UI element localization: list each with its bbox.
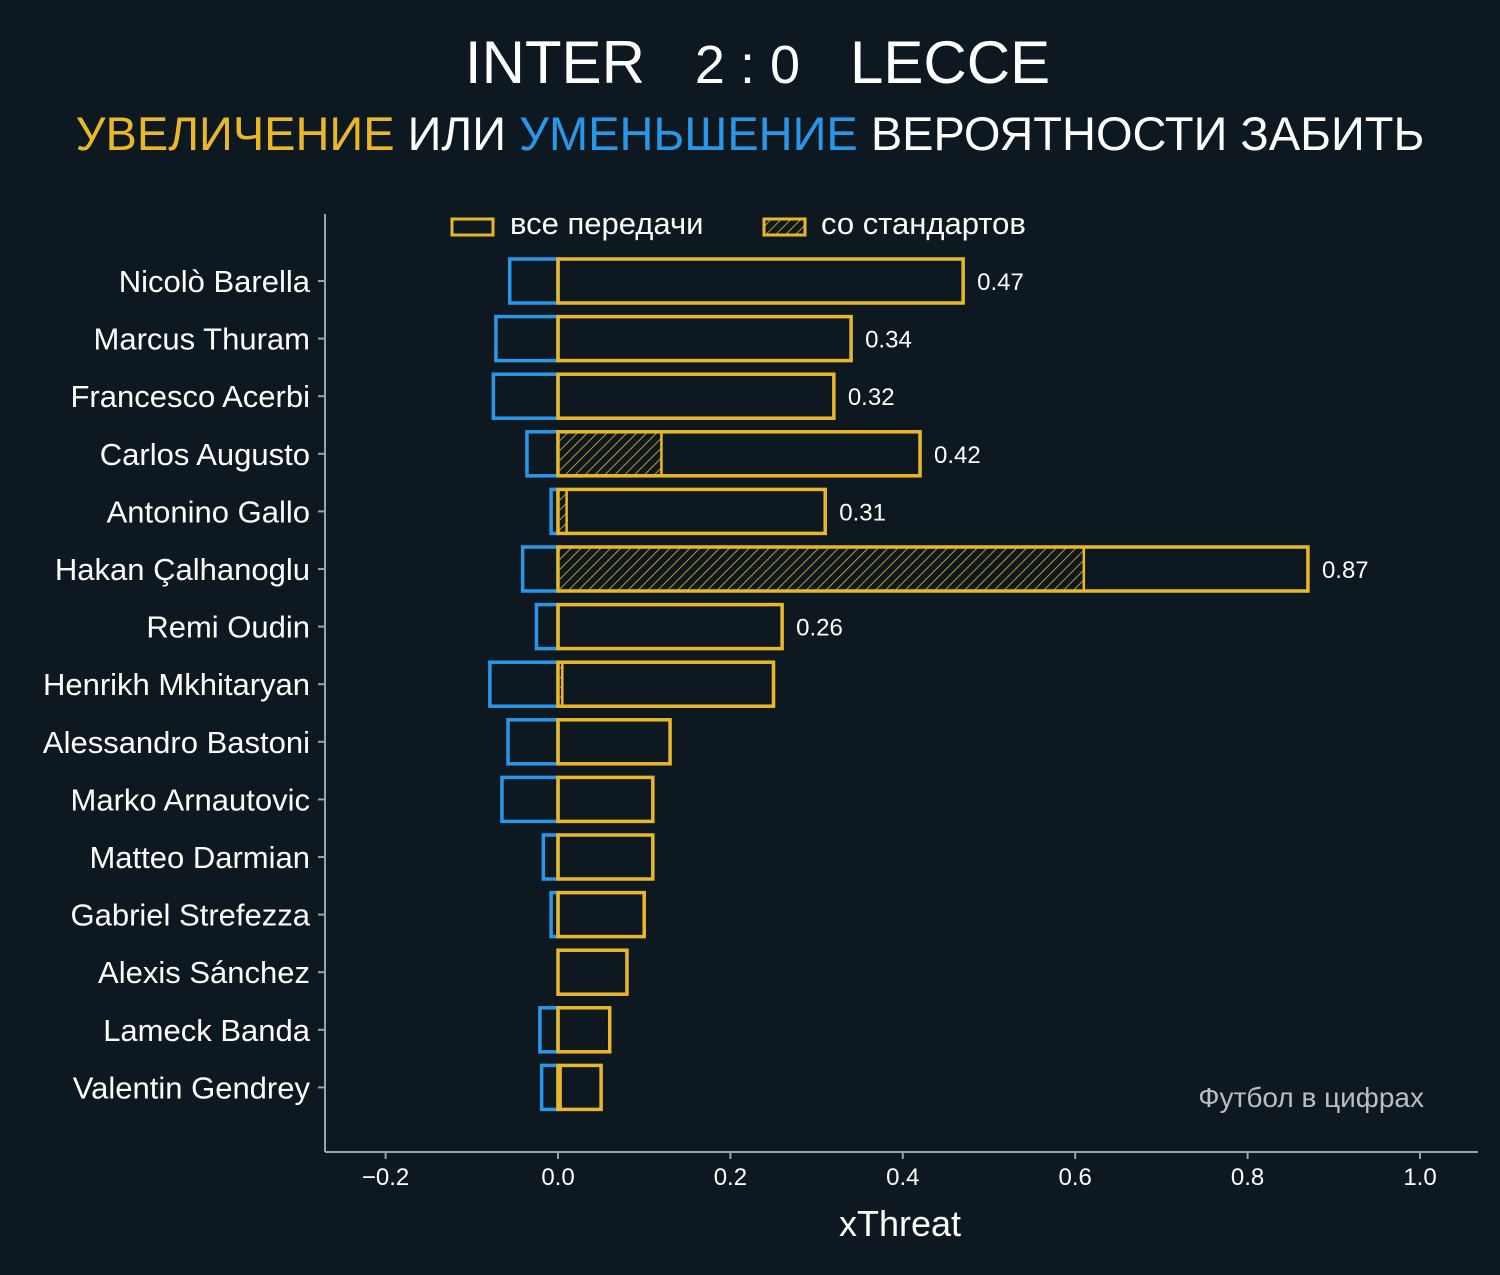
y-tick-label: Carlos Augusto <box>100 437 310 472</box>
y-tick-label: Marko Arnautovic <box>71 782 311 817</box>
legend: все передачи со стандартов <box>450 206 1026 241</box>
bar-all-passes <box>556 602 784 651</box>
legend-label-set-pieces: со стандартов <box>821 206 1026 241</box>
subtitle-rest: ВЕРОЯТНОСТИ ЗАБИТЬ <box>870 107 1425 160</box>
bar-decrease <box>538 1006 560 1054</box>
bar-all-passes <box>556 660 776 708</box>
x-tick-label: 0.0 <box>541 1164 574 1191</box>
bar-all-passes <box>556 1006 612 1054</box>
bar-decrease <box>488 660 560 708</box>
data-label: 0.42 <box>934 442 981 469</box>
bar-all-passes <box>556 545 1310 593</box>
data-label: 0.31 <box>839 499 886 526</box>
match-score: 2 : 0 <box>694 35 800 95</box>
data-label: 0.32 <box>848 384 895 411</box>
bar-all-passes <box>556 833 655 881</box>
x-tick-label: 0.6 <box>1059 1164 1092 1191</box>
x-ticks: −0.2 0.0 0.2 0.4 0.6 0.8 1.0 <box>362 1152 1437 1191</box>
y-tick-label: Nicolò Barella <box>119 264 311 299</box>
bar-decrease <box>520 545 560 593</box>
chart-axes <box>324 214 1478 1153</box>
legend-label-all-passes: все передачи <box>510 206 703 241</box>
bar-all-passes <box>556 948 629 996</box>
bar-all-passes <box>556 718 672 766</box>
y-tick-label: Matteo Darmian <box>89 840 310 875</box>
x-tick-label: −0.2 <box>362 1164 409 1191</box>
bar-decrease <box>491 372 560 420</box>
y-tick-label: Antonino Gallo <box>107 494 310 529</box>
bar-all-passes <box>556 314 853 363</box>
y-tick-label: Remi Oudin <box>146 610 310 645</box>
y-tick-label: Hakan Çalhanoglu <box>55 552 310 587</box>
bar-decrease <box>539 1063 560 1112</box>
bar-set-pieces <box>556 545 1086 593</box>
bars-layer <box>488 257 1310 1112</box>
x-tick-label: 0.8 <box>1231 1164 1264 1191</box>
bar-decrease <box>506 718 560 766</box>
y-tick-label: Henrikh Mkhitaryan <box>43 667 310 702</box>
x-axis-label: xThreat <box>839 1203 961 1244</box>
home-team: INTER <box>464 29 645 96</box>
subtitle-increase: УВЕЛИЧЕНИЕ <box>75 107 395 160</box>
chart-subtitle: УВЕЛИЧЕНИЕ ИЛИ УМЕНЬШЕНИЕ ВЕРОЯТНОСТИ ЗА… <box>0 104 1500 164</box>
y-tick-label: Lameck Banda <box>103 1013 311 1048</box>
legend-swatch-set-pieces <box>762 217 807 237</box>
data-label: 0.26 <box>796 615 843 642</box>
x-tick-label: 0.4 <box>886 1164 919 1191</box>
x-tick-label: 0.2 <box>714 1164 747 1191</box>
y-tick-label: Alexis Sánchez <box>98 955 310 990</box>
y-tick-labels: Nicolò Barella Marcus Thuram Francesco Ace… <box>43 264 325 1105</box>
data-label: 0.34 <box>865 327 912 354</box>
subtitle-or: ИЛИ <box>407 107 507 160</box>
legend-swatch-all-passes <box>450 217 495 237</box>
y-tick-label: Marcus Thuram <box>94 322 311 357</box>
y-tick-label: Gabriel Strefezza <box>71 898 311 933</box>
bar-all-passes <box>556 257 965 305</box>
bar-all-passes <box>556 372 836 420</box>
data-label: 0.47 <box>977 269 1024 296</box>
bar-all-passes <box>556 1063 603 1112</box>
bar-all-passes <box>556 487 827 536</box>
bar-all-passes <box>556 890 646 939</box>
away-team: LECCE <box>850 29 1051 96</box>
bar-all-passes <box>556 430 922 478</box>
data-labels: 0.47 0.34 0.32 0.42 0.31 0.87 0.26 <box>796 269 1369 642</box>
bar-decrease <box>534 602 560 651</box>
bar-all-passes <box>556 775 655 824</box>
y-tick-label: Alessandro Bastoni <box>43 725 310 760</box>
subtitle-decrease: УМЕНЬШЕНИЕ <box>519 107 858 160</box>
watermark: Футбол в цифрах <box>1198 1082 1424 1113</box>
y-tick-label: Francesco Acerbi <box>71 379 311 414</box>
y-tick-label: Valentin Gendrey <box>73 1070 311 1105</box>
bar-decrease <box>494 314 560 363</box>
bar-set-pieces <box>556 430 663 478</box>
bar-decrease <box>500 775 560 824</box>
bar-decrease <box>541 833 560 881</box>
match-title: INTER 2 : 0 LECCE <box>0 28 1500 100</box>
x-tick-label: 1.0 <box>1403 1164 1436 1191</box>
data-label: 0.87 <box>1322 557 1369 584</box>
bar-decrease <box>525 430 560 478</box>
bar-decrease <box>507 257 560 305</box>
